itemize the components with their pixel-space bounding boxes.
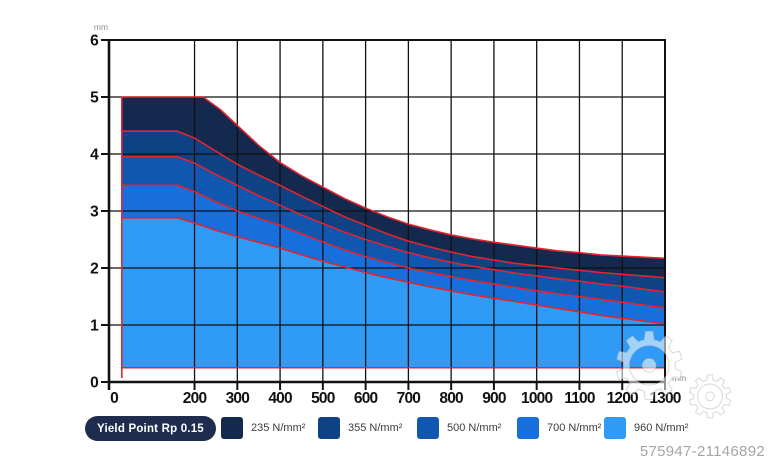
x-tick-label: 600 — [354, 390, 378, 407]
x-tick-label: 800 — [439, 390, 463, 407]
y-tick-label: 4 — [90, 147, 99, 164]
x-tick-label: 1200 — [607, 390, 638, 407]
legend-swatch — [417, 417, 439, 439]
legend-item-960: 960 N/mm² — [604, 417, 688, 439]
gear-icon-small: ⚙ — [684, 363, 736, 431]
curve-235 — [121, 96, 666, 260]
yield-point-badge: Yield Point Rp 0.15 — [85, 416, 216, 441]
legend-item-355: 355 N/mm² — [318, 417, 402, 439]
legend-item-235: 235 N/mm² — [221, 417, 305, 439]
yield-point-badge-label: Yield Point Rp 0.15 — [97, 422, 204, 435]
axis-ticks — [101, 39, 666, 390]
x-tick-label: 500 — [311, 390, 335, 407]
legend-label: 235 N/mm² — [251, 422, 306, 434]
legend-label: 355 N/mm² — [348, 422, 403, 434]
x-axis-unit-label: mm — [672, 373, 686, 383]
y-tick-label: 2 — [90, 261, 98, 278]
gears-watermark: ⚙ ⚙ — [608, 313, 737, 432]
y-tick-label: 6 — [90, 33, 99, 50]
y-tick-label: 1 — [90, 318, 99, 335]
legend-label: 960 N/mm² — [634, 422, 689, 434]
curve-outlines — [121, 96, 666, 379]
x-tick-label: 1300 — [649, 390, 680, 407]
curve-355 — [121, 130, 666, 279]
y-tick-labels: 0 1 2 3 4 5 6 — [90, 33, 100, 392]
legend-label: 700 N/mm² — [547, 422, 602, 434]
x-tick-label: 400 — [268, 390, 292, 407]
curve-700 — [121, 184, 666, 309]
legend-swatch — [517, 417, 539, 439]
y-axis-unit-label: mm — [94, 22, 108, 32]
legend-swatch — [221, 417, 243, 439]
legend-item-700: 700 N/mm² — [517, 417, 601, 439]
y-tick-label: 3 — [90, 204, 99, 221]
x-tick-label: 0 — [110, 390, 118, 407]
x-tick-label: 200 — [183, 390, 207, 407]
watermark-id: 575947-21146892 — [639, 443, 765, 460]
chart-areas — [121, 97, 666, 368]
legend-item-500: 500 N/mm² — [417, 417, 501, 439]
curve-960 — [121, 217, 666, 325]
x-tick-label: 300 — [226, 390, 250, 407]
y-tick-label: 0 — [90, 375, 98, 392]
legend-label: 500 N/mm² — [447, 422, 502, 434]
area-960 — [121, 217, 666, 368]
y-tick-label: 5 — [90, 90, 99, 107]
legend-swatch — [318, 417, 340, 439]
x-tick-label: 700 — [397, 390, 421, 407]
curve-500 — [121, 156, 666, 293]
x-tick-label: 900 — [482, 390, 506, 407]
legend-swatch — [604, 417, 626, 439]
gear-icon-large: ⚙ — [608, 313, 690, 420]
x-tick-labels: 0 200 300 400 500 600 700 800 900 1000 1100 1200 130… — [110, 390, 682, 407]
x-tick-label: 1100 — [564, 390, 595, 407]
x-tick-label: 1000 — [521, 390, 552, 407]
